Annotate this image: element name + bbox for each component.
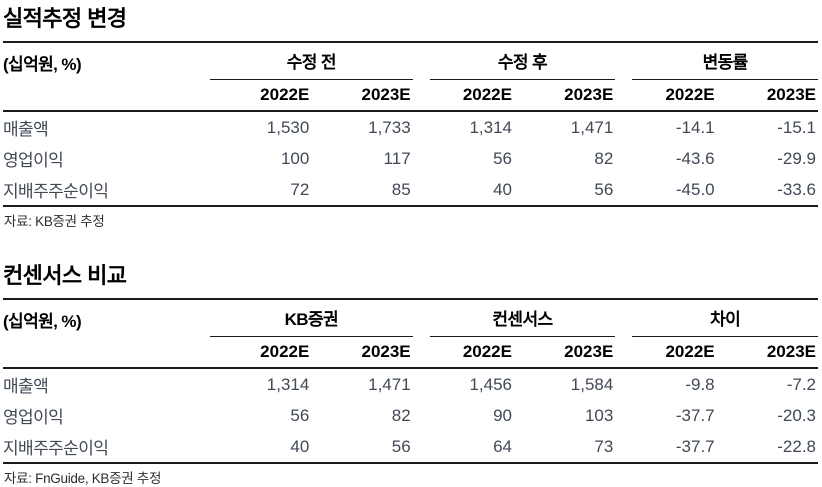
- source-note: 자료: KB증권 추정: [4, 214, 105, 229]
- row-label: 매출액: [3, 120, 49, 139]
- table-row-net-profit: 지배주주순이익 72 85 40 56 -45.0 -33.6: [3, 174, 818, 206]
- cell-value: 64: [493, 436, 512, 456]
- column-group-after: 수정 후: [413, 42, 616, 80]
- col-header-2022e: 2022E: [665, 342, 715, 361]
- cell-value: 1,314: [266, 374, 310, 394]
- cell-value: 72: [290, 179, 310, 199]
- col-header-2023e: 2023E: [564, 85, 614, 104]
- col-header-2022e: 2022E: [665, 85, 715, 104]
- group-header-row: (십억원, %) 수정 전 수정 후 변동률: [3, 42, 818, 80]
- cell-value: 56: [594, 179, 614, 199]
- table-row-revenue: 매출액 1,530 1,733 1,314 1,471 -14.1 -15.1: [3, 111, 818, 143]
- cell-value: -33.6: [777, 179, 816, 199]
- cell-value: -45.0: [675, 179, 715, 199]
- unit-label: (십억원, %): [3, 55, 82, 74]
- cell-value: -22.8: [777, 436, 816, 456]
- table-row-operating-profit: 영업이익 100 117 56 82 -43.6 -29.9: [3, 143, 818, 174]
- column-group-consensus-label: 컨센서스: [429, 300, 616, 337]
- cell-value: 56: [391, 436, 411, 456]
- cell-value: 40: [290, 436, 310, 456]
- col-header-2022e: 2022E: [260, 342, 310, 361]
- table-title-consensus-comparison: 컨센서스 비교: [3, 263, 127, 288]
- cell-value: -37.7: [675, 436, 715, 456]
- column-group-kb-label: KB증권: [210, 300, 413, 337]
- cell-value: 85: [391, 179, 411, 199]
- cell-value: 1,314: [469, 117, 512, 137]
- section-consensus-comparison: 컨센서스 비교 (십억원, %) KB증권 컨센서스 차이: [3, 263, 820, 487]
- col-header-2023e: 2023E: [766, 342, 816, 361]
- table-title-earnings-revision: 실적추정 변경: [3, 6, 127, 31]
- cell-value: 1,471: [368, 374, 411, 394]
- column-group-before-label: 수정 전: [210, 43, 413, 80]
- row-label: 영업이익: [3, 151, 64, 170]
- cell-value: -37.7: [675, 405, 715, 425]
- cell-value: 56: [290, 405, 310, 425]
- cell-value: 82: [594, 148, 614, 168]
- cell-value: -7.2: [786, 374, 816, 394]
- column-group-difference: 차이: [615, 299, 818, 337]
- year-header-row: 2022E 2023E 2022E 2023E 2022E 2023E: [3, 337, 818, 368]
- col-header-2023e: 2023E: [766, 85, 816, 104]
- col-header-2022e: 2022E: [462, 85, 512, 104]
- column-group-change-label: 변동률: [632, 43, 818, 80]
- column-group-kb: KB증권: [210, 299, 413, 337]
- row-label: 지배주주순이익: [3, 182, 109, 201]
- table-row-revenue: 매출액 1,314 1,471 1,456 1,584 -9.8 -7.2: [3, 368, 818, 400]
- cell-value: -20.3: [777, 405, 816, 425]
- cell-value: 117: [383, 148, 411, 168]
- col-header-2023e: 2023E: [361, 342, 411, 361]
- group-header-row: (십억원, %) KB증권 컨센서스 차이: [3, 299, 818, 337]
- row-label: 지배주주순이익: [3, 439, 109, 458]
- cell-value: 73: [594, 436, 614, 456]
- col-header-2023e: 2023E: [361, 85, 411, 104]
- cell-value: 40: [493, 179, 512, 199]
- table-row-net-profit: 지배주주순이익 40 56 64 73 -37.7 -22.8: [3, 431, 818, 463]
- cell-value: 82: [391, 405, 411, 425]
- cell-value: 90: [493, 405, 512, 425]
- table-row-operating-profit: 영업이익 56 82 90 103 -37.7 -20.3: [3, 400, 818, 431]
- cell-value: 1,456: [469, 374, 512, 394]
- row-label: 매출액: [3, 377, 49, 396]
- column-group-difference-label: 차이: [632, 300, 818, 337]
- col-header-2022e: 2022E: [462, 342, 512, 361]
- cell-value: -14.1: [675, 117, 715, 137]
- cell-value: -29.9: [777, 148, 816, 168]
- consensus-comparison-table: (십억원, %) KB증권 컨센서스 차이 2022E 2023E 2022E: [3, 298, 818, 464]
- column-group-change: 변동률: [615, 42, 818, 80]
- cell-value: -9.8: [685, 374, 715, 394]
- source-note: 자료: FnGuide, KB증권 추정: [4, 471, 162, 486]
- row-label: 영업이익: [3, 408, 64, 427]
- earnings-revision-table: (십억원, %) 수정 전 수정 후 변동률 2022E 2023E 2022E: [3, 41, 818, 207]
- cell-value: 1,584: [570, 374, 614, 394]
- column-group-before: 수정 전: [210, 42, 413, 80]
- cell-value: 1,530: [266, 117, 310, 137]
- cell-value: 1,471: [570, 117, 614, 137]
- column-group-consensus: 컨센서스: [413, 299, 616, 337]
- cell-value: 100: [280, 148, 310, 168]
- cell-value: 1,733: [368, 117, 411, 137]
- cell-value: 103: [584, 405, 614, 425]
- column-group-after-label: 수정 후: [429, 43, 616, 80]
- cell-value: 56: [493, 148, 512, 168]
- col-header-2022e: 2022E: [260, 85, 310, 104]
- year-header-row: 2022E 2023E 2022E 2023E 2022E 2023E: [3, 80, 818, 111]
- cell-value: -15.1: [777, 117, 816, 137]
- section-earnings-revision: 실적추정 변경 (십억원, %) 수정 전 수정 후 변동률: [3, 6, 820, 230]
- unit-label: (십억원, %): [3, 312, 82, 331]
- col-header-2023e: 2023E: [564, 342, 614, 361]
- cell-value: -43.6: [675, 148, 715, 168]
